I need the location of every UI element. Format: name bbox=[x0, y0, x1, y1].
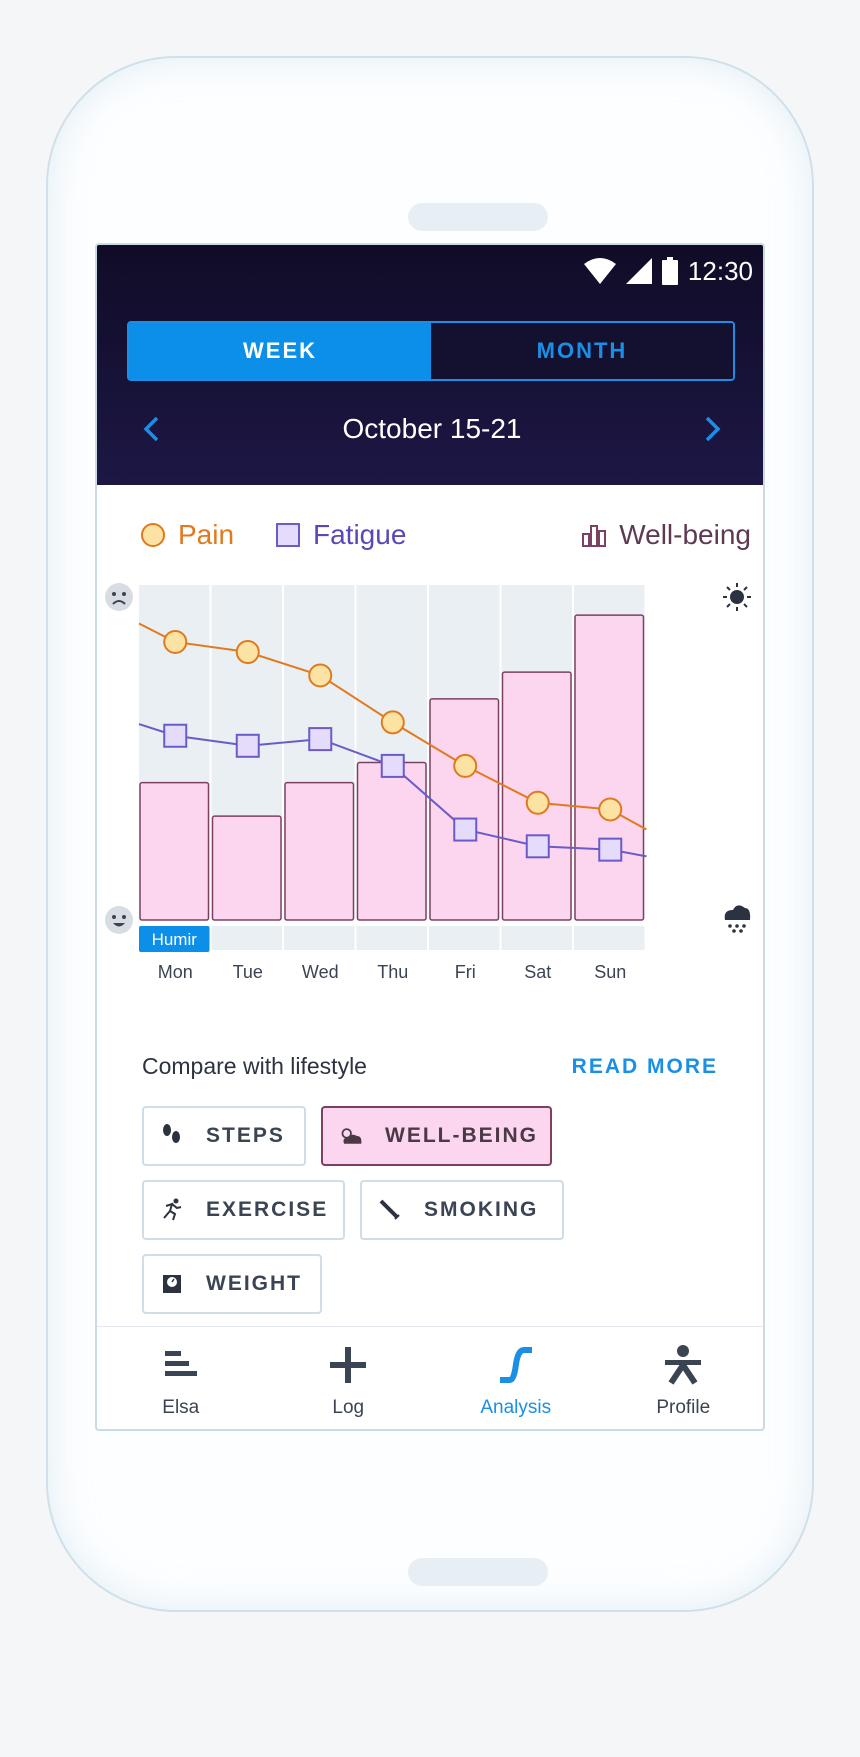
fatigue-point bbox=[235, 733, 260, 758]
pain-legend-icon bbox=[141, 523, 165, 547]
x-tick-label: Wed bbox=[302, 962, 339, 982]
phone-home-bar bbox=[408, 1558, 548, 1586]
sad-face-icon bbox=[105, 583, 133, 611]
chip-label: WEIGHT bbox=[206, 1272, 302, 1295]
elsa-icon bbox=[161, 1345, 201, 1385]
chip-smoking[interactable]: SMOKING bbox=[360, 1180, 564, 1240]
wellbeing-bar bbox=[211, 815, 282, 921]
compare-title: Compare with lifestyle bbox=[142, 1053, 367, 1079]
footsteps-icon bbox=[160, 1124, 184, 1148]
status-time: 12:30 bbox=[687, 255, 753, 286]
day-event-slot bbox=[284, 926, 355, 950]
plus-icon bbox=[328, 1345, 368, 1385]
legend-fatigue-label: Fatigue bbox=[313, 519, 407, 550]
legend-wellbeing-label: Well-being bbox=[619, 519, 751, 550]
next-week-button[interactable] bbox=[695, 411, 731, 447]
wellbeing-bar bbox=[574, 614, 645, 921]
day-event-slot bbox=[574, 926, 645, 950]
fatigue-point bbox=[598, 837, 623, 862]
day-event-slot bbox=[356, 926, 427, 950]
chevron-right-icon bbox=[705, 416, 721, 442]
tab-elsa[interactable]: Elsa bbox=[97, 1327, 265, 1429]
day-event-slot bbox=[429, 926, 500, 950]
fatigue-point bbox=[525, 834, 550, 859]
legend-wellbeing[interactable]: Well-being bbox=[581, 515, 751, 555]
tab-label: Log bbox=[332, 1397, 365, 1418]
cigarette-icon bbox=[378, 1198, 402, 1222]
tab-label: Analysis bbox=[480, 1397, 552, 1418]
chip-label: EXERCISE bbox=[206, 1198, 329, 1221]
chip-label: SMOKING bbox=[424, 1198, 539, 1221]
period-toggle: WEEK MONTH bbox=[127, 321, 735, 381]
bottom-tab-bar: Elsa Log Analysis Profile bbox=[97, 1326, 764, 1429]
medication-marker bbox=[139, 926, 210, 952]
pain-point bbox=[598, 797, 623, 822]
x-tick-label: Mon bbox=[158, 962, 193, 982]
rain-cloud-icon bbox=[724, 905, 751, 933]
running-icon bbox=[160, 1198, 184, 1222]
date-range: October 15-21 bbox=[342, 413, 522, 444]
happy-face-icon bbox=[105, 906, 133, 934]
analysis-chart: Humir Mon Tue Wed Thu Fri Sat Sun bbox=[105, 583, 751, 982]
date-navigator: October 15-21 bbox=[97, 405, 763, 455]
status-bar: 12:30 bbox=[583, 255, 753, 287]
chevron-left-icon bbox=[143, 416, 159, 442]
tab-log[interactable]: Log bbox=[265, 1327, 433, 1429]
fatigue-point bbox=[453, 817, 478, 842]
medication-marker-label: Humir bbox=[152, 930, 198, 949]
pain-point bbox=[525, 790, 550, 815]
scale-icon bbox=[160, 1272, 184, 1296]
x-tick-label: Fri bbox=[455, 962, 476, 982]
pain-point bbox=[380, 710, 405, 735]
month-tab[interactable]: MONTH bbox=[431, 323, 733, 379]
previous-week-button[interactable] bbox=[133, 411, 169, 447]
phone-speaker bbox=[408, 203, 548, 231]
pain-point bbox=[163, 629, 188, 654]
read-more-link[interactable]: READ MORE bbox=[571, 1055, 718, 1078]
wellbeing-bar bbox=[284, 781, 355, 921]
fatigue-point bbox=[308, 727, 333, 752]
tab-label: Elsa bbox=[162, 1397, 200, 1418]
day-event-slot bbox=[501, 926, 572, 950]
battery-icon bbox=[661, 257, 678, 285]
legend-pain[interactable]: Pain bbox=[140, 515, 234, 555]
wifi-icon bbox=[583, 258, 616, 284]
fatigue-point bbox=[380, 753, 405, 778]
x-tick-label: Tue bbox=[233, 962, 263, 982]
weather-icon bbox=[339, 1124, 363, 1148]
pain-point bbox=[308, 663, 333, 688]
person-icon bbox=[663, 1345, 703, 1385]
chip-exercise[interactable]: EXERCISE bbox=[142, 1180, 345, 1240]
day-event-slot bbox=[211, 926, 282, 950]
chip-label: WELL-BEING bbox=[385, 1124, 538, 1147]
fatigue-legend-icon bbox=[276, 523, 300, 547]
analysis-icon bbox=[496, 1345, 536, 1385]
chip-label: STEPS bbox=[206, 1124, 285, 1147]
tab-analysis[interactable]: Analysis bbox=[432, 1327, 600, 1429]
chip-well-being[interactable]: WELL-BEING bbox=[321, 1106, 552, 1166]
chip-steps[interactable]: STEPS bbox=[142, 1106, 306, 1166]
bar-chart-icon bbox=[582, 525, 607, 547]
app-screen: 12:30 WEEK MONTH October 15-21 Pain Fati… bbox=[95, 243, 765, 1431]
pain-point bbox=[453, 753, 478, 778]
x-tick-label: Thu bbox=[377, 962, 408, 982]
chip-weight[interactable]: WEIGHT bbox=[142, 1254, 322, 1314]
legend-pain-label: Pain bbox=[178, 519, 235, 550]
week-tab[interactable]: WEEK bbox=[129, 323, 431, 379]
wellbeing-bar bbox=[139, 781, 210, 921]
x-tick-label: Sun bbox=[594, 962, 626, 982]
sun-icon bbox=[723, 583, 751, 611]
legend-fatigue[interactable]: Fatigue bbox=[275, 515, 406, 555]
fatigue-point bbox=[163, 723, 188, 748]
tab-label: Profile bbox=[656, 1397, 711, 1418]
x-tick-label: Sat bbox=[524, 962, 551, 982]
tab-profile[interactable]: Profile bbox=[600, 1327, 764, 1429]
pain-point bbox=[235, 640, 260, 664]
header: 12:30 WEEK MONTH October 15-21 bbox=[97, 245, 763, 485]
wellbeing-bar bbox=[429, 698, 500, 921]
signal-icon bbox=[625, 258, 652, 284]
